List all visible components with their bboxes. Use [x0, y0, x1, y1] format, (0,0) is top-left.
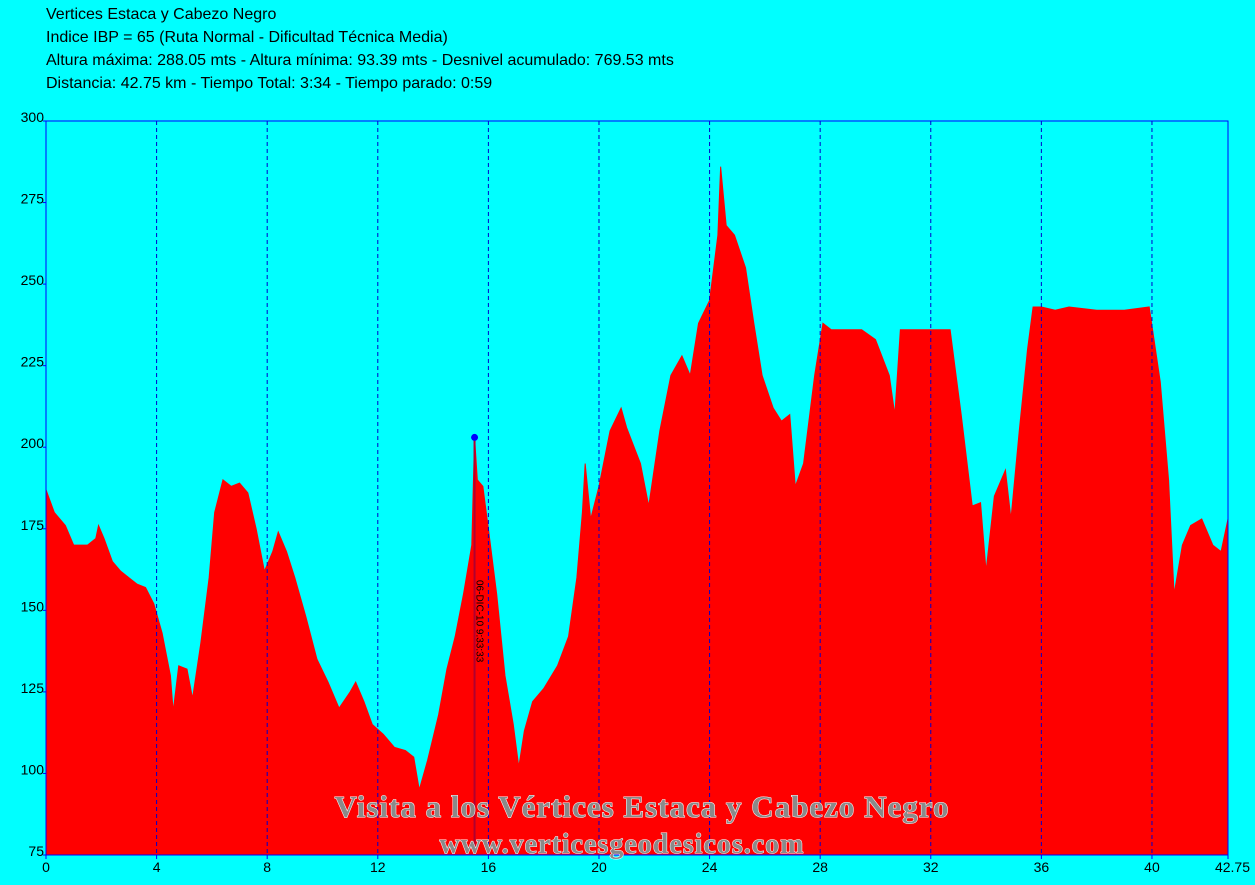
y-tick-label: 100: [21, 761, 45, 777]
x-tick-label: 20: [591, 859, 607, 875]
x-tick-label: 16: [481, 859, 497, 875]
marker-label: 06-DIC-10 9:33:33: [474, 580, 485, 663]
x-tick-label: 36: [1034, 859, 1050, 875]
title-line: Vertices Estaca y Cabezo Negro: [46, 6, 276, 23]
watermark-title: Visita a los Vértices Estaca y Cabezo Ne…: [335, 789, 950, 824]
x-tick-label: 4: [153, 859, 161, 875]
x-tick-label: 12: [370, 859, 386, 875]
y-tick-label: 225: [21, 354, 45, 370]
x-tick-label: 0: [42, 859, 50, 875]
marker-point: [471, 433, 479, 441]
y-tick-label: 175: [21, 517, 45, 533]
title-line: Indice IBP = 65 (Ruta Normal - Dificulta…: [46, 29, 448, 46]
elevation-area: [45, 166, 1229, 856]
y-tick-label: 250: [21, 272, 45, 288]
plot-border: [45, 120, 1229, 856]
y-tick-label: 300: [21, 109, 45, 125]
x-tick-label: 42.75: [1215, 859, 1250, 875]
title-line: Distancia: 42.75 km - Tiempo Total: 3:34…: [46, 75, 492, 92]
x-tick-label: 8: [263, 859, 271, 875]
x-tick-label: 24: [702, 859, 718, 875]
y-tick-label: 125: [21, 680, 45, 696]
x-tick-label: 32: [923, 859, 939, 875]
title-line: Altura máxima: 288.05 mts - Altura mínim…: [46, 52, 674, 69]
x-tick-label: 28: [812, 859, 828, 875]
y-tick-label: 150: [21, 598, 45, 614]
y-tick-label: 275: [21, 191, 45, 207]
x-tick-label: 40: [1144, 859, 1160, 875]
y-tick-label: 75: [28, 843, 44, 859]
y-tick-label: 200: [21, 435, 45, 451]
watermark-url: www.verticesgeodesicos.com: [439, 829, 804, 860]
